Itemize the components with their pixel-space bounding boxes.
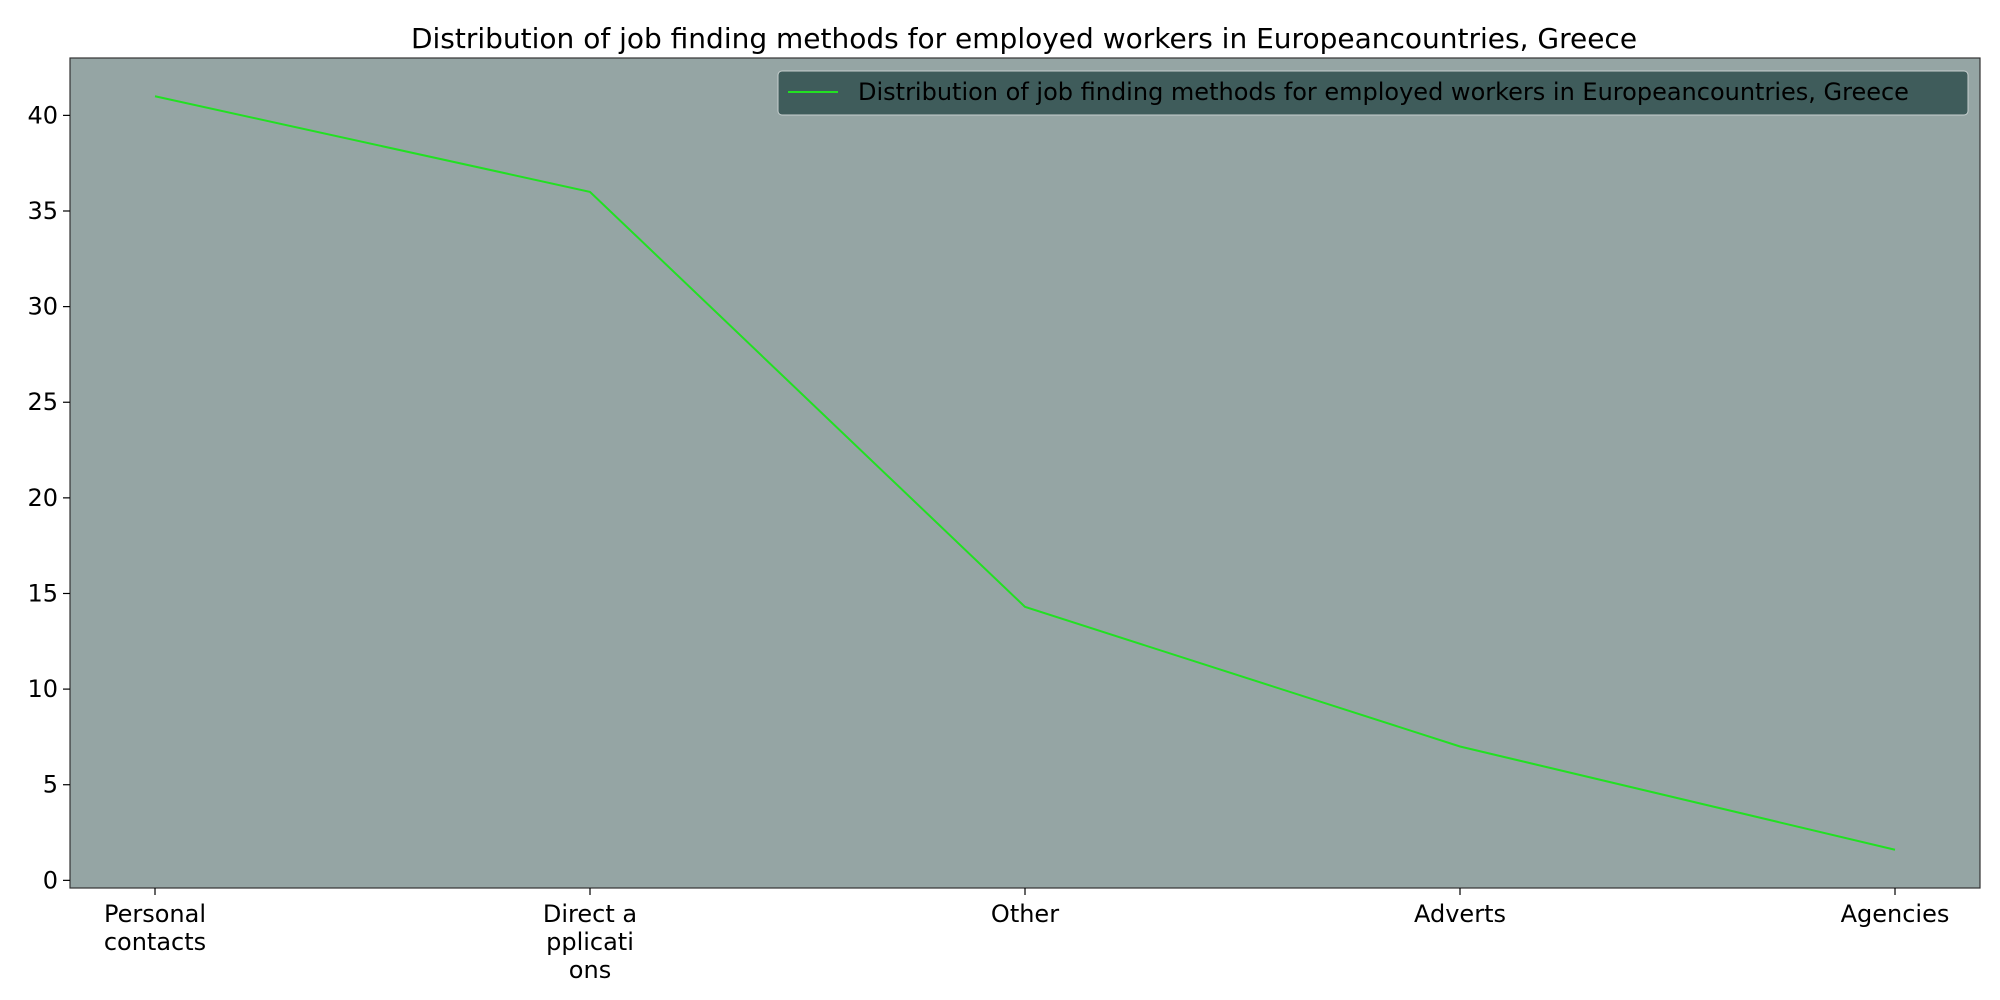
x-tick-label: Agencies (1841, 900, 1950, 928)
y-tick-label: 5 (43, 771, 58, 799)
y-tick-label: 15 (27, 579, 58, 607)
series-line (154, 95, 1896, 851)
y-tick-label: 40 (27, 101, 58, 129)
y-tick-label: 20 (27, 484, 58, 512)
x-tick-label: Adverts (1414, 900, 1506, 928)
legend: Distribution of job finding methods for … (777, 70, 1969, 116)
x-tick-label: Other (991, 900, 1059, 928)
y-tick-label: 0 (43, 866, 58, 894)
x-tick-label: Direct a pplicati ons (543, 900, 637, 984)
y-tick-label: 35 (27, 197, 58, 225)
legend-box (777, 70, 1969, 116)
plot-area (69, 57, 1981, 889)
series-layer (154, 95, 1896, 851)
x-axis: Personal contacts Direct a pplicati ons Other… (104, 888, 1950, 984)
y-tick-label: 10 (27, 675, 58, 703)
legend-label: Distribution of job finding methods for … (858, 78, 1909, 106)
y-axis: 0 5 10 15 20 25 30 35 40 (27, 101, 70, 894)
x-tick-label: Personal contacts (104, 900, 206, 956)
y-tick-label: 25 (27, 388, 58, 416)
y-tick-label: 30 (27, 293, 58, 321)
chart-title: Distribution of job finding methods for … (411, 22, 1637, 55)
